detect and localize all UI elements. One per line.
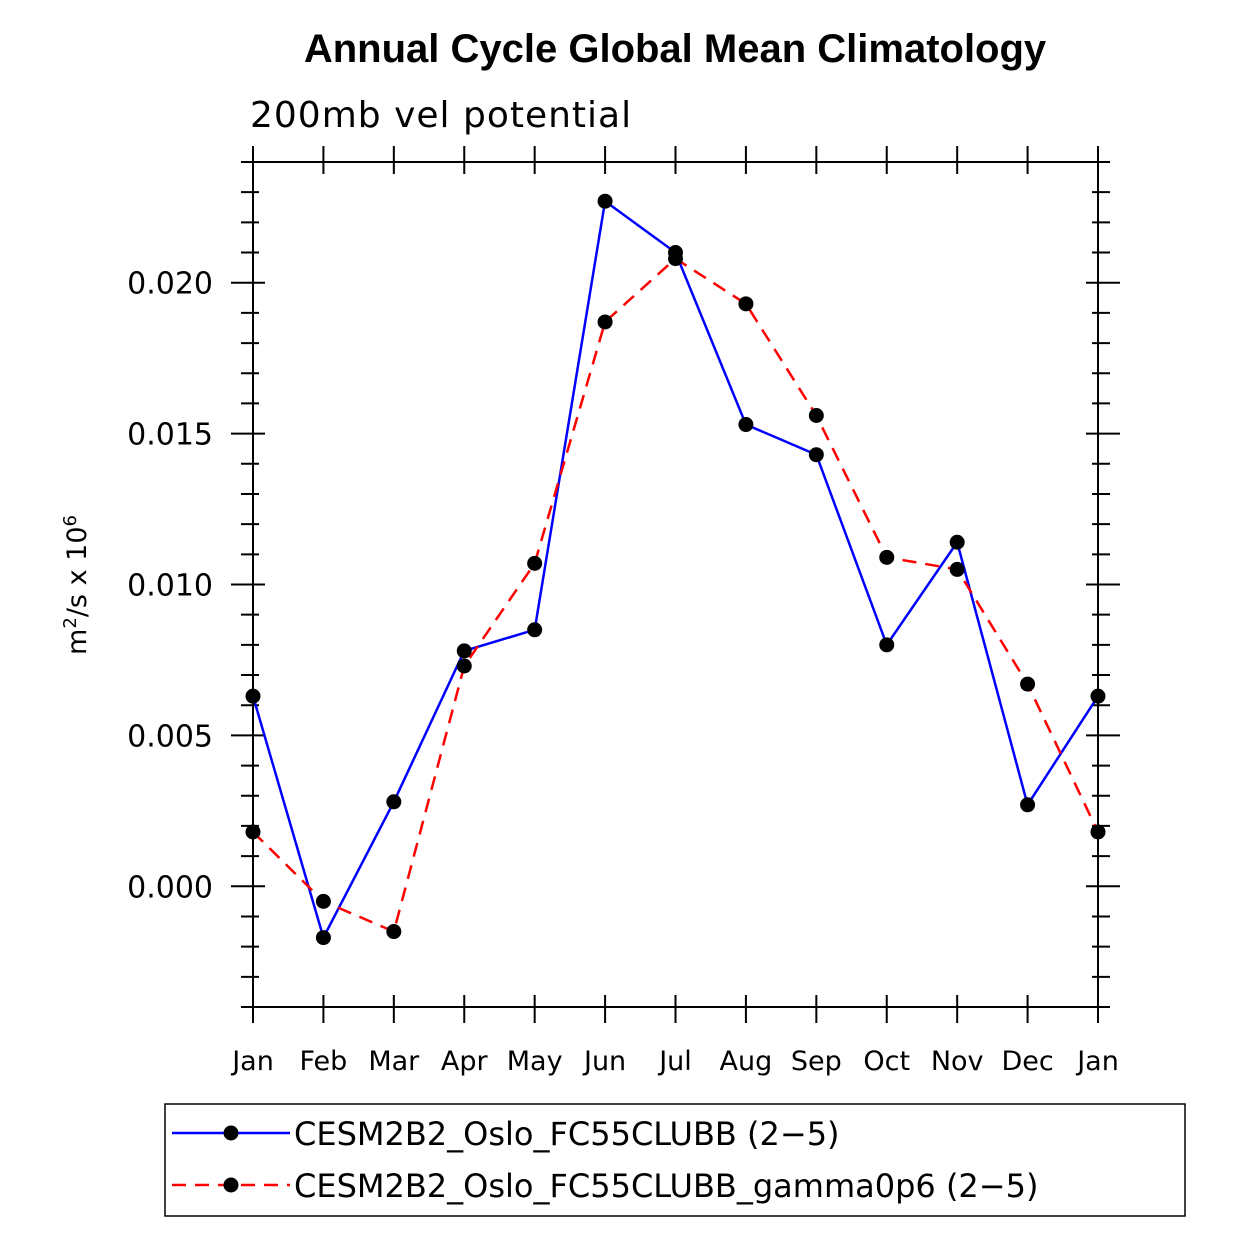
plot-frame [252, 161, 1099, 1008]
series-2-point [738, 296, 754, 312]
series-1-point [808, 447, 824, 463]
series-1-point [245, 688, 261, 704]
series-1-point [879, 637, 895, 653]
x-tick-label: Nov [931, 1046, 984, 1077]
y-tick-label: 0.010 [127, 569, 213, 604]
axis-ticks [231, 146, 1120, 1023]
x-tick-label: Jan [1075, 1046, 1119, 1077]
x-tick-label: Mar [368, 1046, 420, 1077]
legend-box [164, 1103, 1186, 1217]
x-tick-label: Jul [657, 1046, 692, 1077]
legend-marker-1 [223, 1125, 239, 1141]
x-tick-labels: Jan Feb Mar Apr May Jun Jul Aug Sep Oct Nov Dec Jan [230, 1046, 1119, 1077]
series-1-point [949, 534, 965, 550]
series-2-point [245, 824, 261, 840]
series-1-point [386, 794, 402, 810]
chart-title: Annual Cycle Global Mean Climatology [304, 27, 1047, 71]
y-tick-label: 0.005 [127, 719, 213, 754]
series-2-point [808, 408, 824, 423]
series-2-point [527, 555, 543, 571]
series-1-point [1090, 688, 1106, 704]
y-axis-label: m2/s x 106 [60, 515, 93, 655]
series-2-point [949, 561, 965, 577]
series-2-point [879, 549, 895, 565]
series-2-point [1020, 676, 1036, 692]
series-1-point [1020, 797, 1036, 813]
y-tick-label: 0.015 [127, 418, 213, 453]
series-2-point [668, 251, 683, 267]
legend-label-1: CESM2B2_Oslo_FC55CLUBB (2−5) [294, 1115, 840, 1153]
x-tick-label: Feb [300, 1046, 348, 1077]
x-tick-label: Aug [720, 1046, 773, 1077]
series-2-point [1090, 824, 1106, 840]
series-1-point [597, 193, 613, 209]
series-2-point [386, 924, 402, 940]
series-2-point [315, 893, 331, 909]
series-1-point [738, 417, 754, 433]
x-tick-label: Oct [863, 1046, 910, 1077]
x-tick-label: Dec [1001, 1046, 1053, 1077]
x-tick-label: Jan [230, 1046, 274, 1077]
y-tick-label: 0.000 [127, 870, 213, 905]
x-tick-label: Jun [582, 1046, 626, 1077]
y-tick-labels: 0.000 0.005 0.010 0.015 0.020 [127, 267, 213, 906]
legend-marker-2 [223, 1177, 239, 1193]
series-2-point [597, 314, 613, 330]
series-line-1 [251, 199, 1100, 941]
y-tick-label: 0.020 [127, 267, 213, 302]
x-tick-label: Sep [791, 1046, 842, 1077]
legend: CESM2B2_Oslo_FC55CLUBB (2−5) CESM2B2_Oslo… [172, 1115, 1038, 1205]
series-1-point [315, 930, 331, 946]
x-tick-label: May [507, 1046, 563, 1077]
legend-label-2: CESM2B2_Oslo_FC55CLUBB_gamma0p6 (2−5) [294, 1167, 1038, 1205]
chart-subtitle: 200mb vel potential [250, 95, 632, 136]
x-tick-label: Apr [441, 1046, 489, 1077]
series-layer [245, 193, 1106, 946]
series-1-point [527, 622, 543, 638]
series-1-point [456, 643, 472, 659]
series-2-point [456, 658, 472, 674]
